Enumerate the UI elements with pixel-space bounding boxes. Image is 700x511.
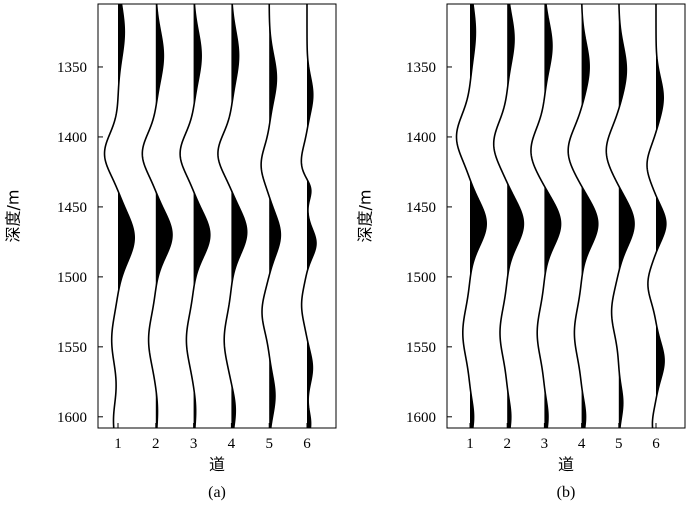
y-tick-label: 1400 bbox=[406, 130, 436, 146]
trace-6-wiggle bbox=[300, 4, 317, 429]
chart-panel-2: 1350 1400 1450 1500 1550 1600 1 2 3 4 5 6 道 深度/m (b) bbox=[356, 3, 686, 501]
trace-3-wiggle bbox=[179, 3, 211, 429]
x-tick-label: 2 bbox=[152, 436, 160, 452]
y-tick-label: 1500 bbox=[57, 270, 87, 286]
x-tick-label: 4 bbox=[578, 436, 586, 452]
trace-6-wiggle bbox=[646, 4, 667, 429]
trace-2-positive-fill bbox=[155, 4, 172, 428]
y-tick-label: 1550 bbox=[57, 340, 87, 356]
y-tick-label: 1500 bbox=[406, 270, 436, 286]
x-tick-label: 6 bbox=[303, 436, 311, 452]
trace-2-wiggle bbox=[141, 3, 173, 429]
trace-3-wiggle bbox=[530, 3, 562, 429]
chart-panel-1: 1350 1400 1450 1500 1550 1600 1 2 3 4 5 6 道 深度/m (a) bbox=[4, 3, 337, 501]
trace-6-positive-fill bbox=[656, 4, 666, 428]
trace-2-wiggle bbox=[492, 3, 525, 429]
trace-1-positive-fill bbox=[470, 4, 487, 428]
y-tick-label: 1350 bbox=[57, 60, 87, 76]
x-tick-label: 6 bbox=[652, 436, 660, 452]
y-tick-label: 1600 bbox=[406, 410, 436, 426]
y-axis-label: 深度/m bbox=[356, 190, 375, 243]
y-tick-label: 1600 bbox=[57, 410, 87, 426]
x-tick-label: 2 bbox=[503, 436, 511, 452]
y-tick-label: 1450 bbox=[406, 200, 436, 216]
trace-1-positive-fill bbox=[118, 4, 135, 428]
x-axis-label: 道 bbox=[209, 455, 225, 474]
trace-6-positive-fill bbox=[307, 4, 316, 428]
trace-4-positive-fill bbox=[231, 4, 247, 428]
x-tick-label: 1 bbox=[114, 436, 122, 452]
x-tick-label: 1 bbox=[466, 436, 474, 452]
x-axis-label: 道 bbox=[558, 455, 574, 474]
y-tick-label: 1550 bbox=[406, 340, 436, 356]
trace-4-positive-fill bbox=[581, 4, 598, 428]
trace-3-positive-fill bbox=[544, 4, 561, 428]
trace-4-wiggle bbox=[217, 3, 248, 429]
trace-5-wiggle bbox=[260, 4, 282, 429]
y-tick-label: 1450 bbox=[57, 200, 87, 216]
trace-2-positive-fill bbox=[507, 4, 524, 428]
x-tick-label: 3 bbox=[541, 436, 549, 452]
trace-3-positive-fill bbox=[193, 4, 210, 428]
plot-frame bbox=[97, 3, 337, 429]
y-tick-label: 1350 bbox=[406, 60, 436, 76]
plot-frame bbox=[446, 3, 686, 429]
trace-4-wiggle bbox=[567, 3, 599, 429]
trace-5-wiggle bbox=[605, 3, 635, 429]
y-axis-label: 深度/m bbox=[4, 190, 23, 243]
trace-1-wiggle bbox=[103, 3, 136, 429]
trace-5-positive-fill bbox=[269, 4, 281, 428]
trace-5-positive-fill bbox=[618, 4, 635, 428]
trace-1-wiggle bbox=[455, 3, 488, 429]
y-tick-label: 1400 bbox=[57, 130, 87, 146]
x-tick-label: 5 bbox=[265, 436, 273, 452]
x-tick-label: 4 bbox=[228, 436, 236, 452]
x-tick-label: 5 bbox=[615, 436, 623, 452]
panel-caption: (a) bbox=[208, 484, 226, 501]
panel-caption: (b) bbox=[557, 484, 576, 501]
x-tick-label: 3 bbox=[190, 436, 198, 452]
